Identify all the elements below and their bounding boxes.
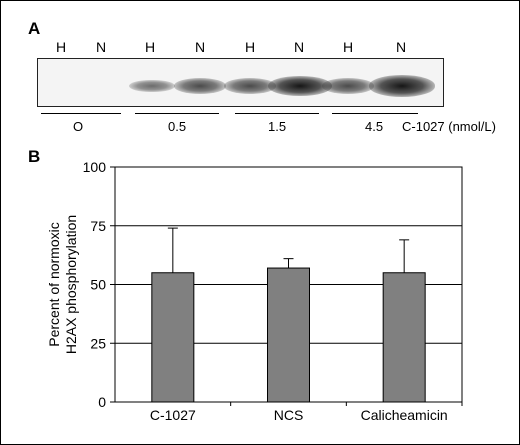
western-blot bbox=[37, 58, 444, 107]
lane-label: H bbox=[145, 39, 156, 55]
lane-label: H bbox=[245, 39, 256, 55]
lane-label: H bbox=[343, 39, 354, 55]
y-tick-label: 75 bbox=[90, 218, 106, 234]
group-underline bbox=[235, 113, 319, 114]
y-ticks: 0 25 50 75 100 bbox=[83, 159, 115, 410]
y-tick-label: 50 bbox=[90, 277, 106, 293]
y-tick-label: 0 bbox=[98, 394, 106, 410]
bars bbox=[151, 267, 426, 403]
category-label: NCS bbox=[274, 407, 304, 423]
error-bars bbox=[167, 227, 410, 273]
lane-label: N bbox=[96, 39, 107, 55]
blot-band bbox=[223, 78, 277, 94]
blot-band bbox=[321, 78, 375, 94]
dose-label: O bbox=[73, 119, 84, 134]
y-axis-label-line-1: Percent of normoxic bbox=[46, 222, 62, 347]
lane-label: N bbox=[294, 39, 305, 55]
group-underline bbox=[332, 113, 418, 114]
panel-b-letter: B bbox=[28, 147, 41, 166]
bar bbox=[382, 272, 426, 403]
blot-band bbox=[267, 75, 333, 97]
y-tick-label: 25 bbox=[90, 335, 106, 351]
panel-a-letter: A bbox=[28, 19, 41, 38]
bar bbox=[151, 272, 195, 403]
lane-label: N bbox=[396, 39, 407, 55]
category-label: C-1027 bbox=[150, 407, 196, 423]
group-underline bbox=[135, 113, 219, 114]
bar bbox=[267, 267, 310, 403]
dose-label: 1.5 bbox=[268, 119, 287, 134]
group-underline bbox=[41, 113, 121, 114]
lane-label: H bbox=[56, 39, 67, 55]
blot-band bbox=[368, 75, 436, 97]
category-label: Calicheamicin bbox=[361, 407, 448, 423]
dose-unit-label: C-1027 (nmol/L) bbox=[402, 119, 496, 134]
blot-band bbox=[173, 78, 227, 94]
lane-label: N bbox=[195, 39, 206, 55]
dose-label: 4.5 bbox=[365, 119, 384, 134]
dose-label: 0.5 bbox=[168, 119, 187, 134]
y-axis-label-line-2: H2AX phosphorylation bbox=[63, 215, 79, 354]
category-labels: C-1027 NCS Calicheamicin bbox=[150, 402, 463, 423]
y-tick-label: 100 bbox=[83, 159, 107, 175]
blot-band bbox=[129, 79, 175, 93]
